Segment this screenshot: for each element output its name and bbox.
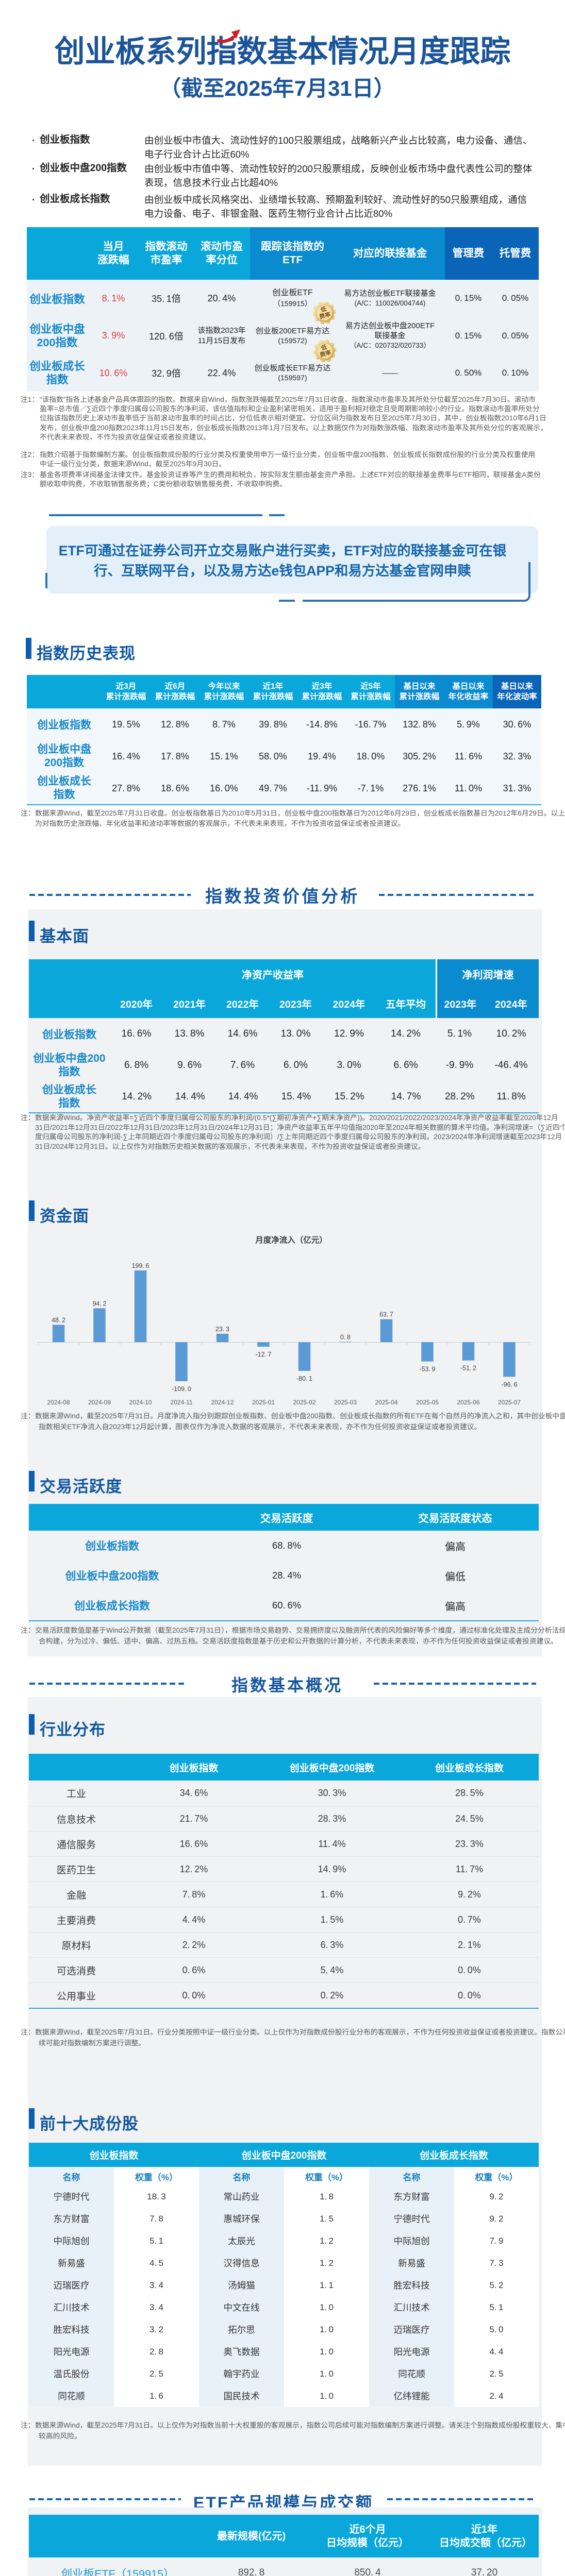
svg-text:-51. 2: -51. 2 [460,1365,476,1372]
svg-text:低: 低 [319,305,327,313]
svg-text:48. 2: 48. 2 [52,1316,65,1324]
svg-text:低: 低 [320,343,327,351]
svg-text:-80. 1: -80. 1 [296,1375,312,1382]
svg-text:2024-08: 2024-08 [47,1399,70,1406]
svg-text:2025-01: 2025-01 [252,1399,275,1406]
svg-text:0. 8: 0. 8 [340,1333,351,1341]
svg-text:月度净流入（亿元）: 月度净流入（亿元） [255,1235,327,1245]
svg-text:2024-09: 2024-09 [88,1399,111,1406]
svg-text:2024-12: 2024-12 [211,1399,234,1406]
svg-text:-12. 7: -12. 7 [256,1351,272,1358]
svg-text:94. 2: 94. 2 [93,1300,107,1307]
svg-text:2025-05: 2025-05 [416,1399,439,1406]
svg-text:2024-10: 2024-10 [129,1399,152,1406]
svg-text:2025-02: 2025-02 [293,1399,315,1406]
svg-text:23. 3: 23. 3 [215,1326,229,1333]
svg-text:2025-03: 2025-03 [334,1399,357,1406]
svg-text:2025-04: 2025-04 [375,1399,397,1406]
svg-text:-109. 0: -109. 0 [172,1385,191,1393]
svg-text:-53. 9: -53. 9 [420,1366,436,1373]
svg-text:2025-06: 2025-06 [457,1399,479,1406]
svg-text:-96. 6: -96. 6 [502,1381,518,1388]
svg-text:199. 6: 199. 6 [132,1262,149,1269]
svg-text:63. 7: 63. 7 [379,1311,393,1318]
svg-text:2025-07: 2025-07 [498,1399,521,1406]
svg-text:2024-11: 2024-11 [170,1399,192,1406]
